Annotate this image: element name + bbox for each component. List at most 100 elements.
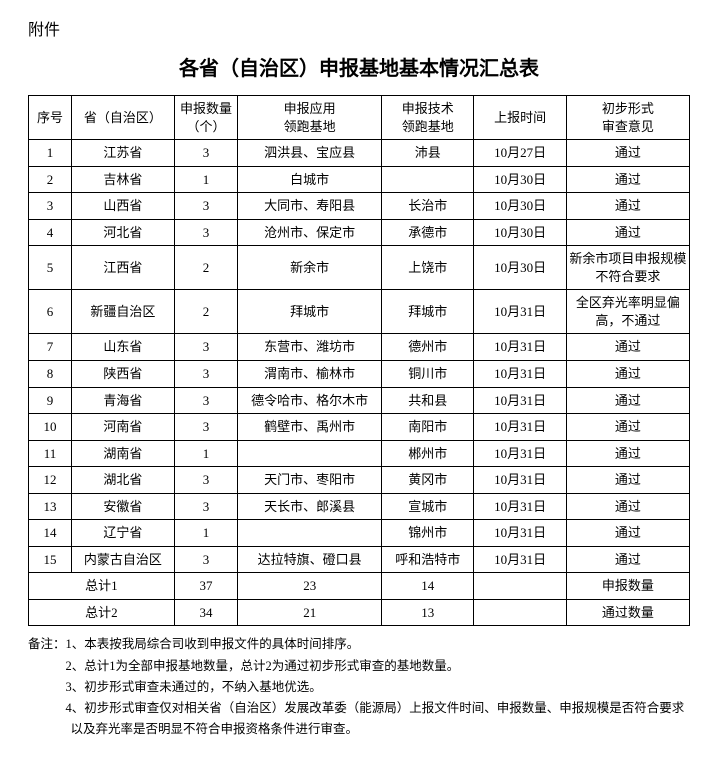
note-line: 4、初步形式审查仅对相关省（自治区）发展改革委（能源局）上报文件时间、申报数量、… [28,698,690,741]
note-line: 备注：1、本表按我局综合司收到申报文件的具体时间排序。 [28,634,690,655]
cell-app_base: 沧州市、保定市 [238,219,382,246]
cell-report_time: 10月31日 [474,520,566,547]
total-review: 通过数量 [566,599,689,626]
cell-report_time: 10月30日 [474,193,566,220]
cell-tech_base: 沛县 [382,140,474,167]
total-tech_base: 13 [382,599,474,626]
cell-report_time: 10月31日 [474,414,566,441]
cell-count: 2 [174,246,238,290]
cell-review: 通过 [566,493,689,520]
cell-app_base: 天门市、枣阳市 [238,467,382,494]
cell-app_base [238,520,382,547]
cell-app_base: 拜城市 [238,290,382,334]
cell-tech_base: 郴州市 [382,440,474,467]
table-row: 3山西省3大同市、寿阳县长治市10月30日通过 [29,193,690,220]
cell-review: 通过 [566,387,689,414]
cell-report_time: 10月31日 [474,440,566,467]
table-row: 12湖北省3天门市、枣阳市黄冈市10月31日通过 [29,467,690,494]
total-report_time [474,599,566,626]
cell-count: 1 [174,166,238,193]
total-app_base: 23 [238,573,382,600]
summary-table: 序号 省（自治区） 申报数量（个） 申报应用领跑基地 申报技术领跑基地 上报时间… [28,95,690,626]
cell-seq: 11 [29,440,72,467]
cell-report_time: 10月30日 [474,246,566,290]
cell-province: 河北省 [72,219,175,246]
cell-tech_base: 拜城市 [382,290,474,334]
cell-tech_base: 宣城市 [382,493,474,520]
cell-review: 通过 [566,414,689,441]
cell-app_base: 天长市、郎溪县 [238,493,382,520]
cell-app_base: 白城市 [238,166,382,193]
cell-app_base: 泗洪县、宝应县 [238,140,382,167]
cell-review: 通过 [566,520,689,547]
total-tech_base: 14 [382,573,474,600]
cell-review: 通过 [566,361,689,388]
cell-review: 通过 [566,546,689,573]
cell-tech_base: 德州市 [382,334,474,361]
header-seq: 序号 [29,96,72,140]
cell-count: 3 [174,414,238,441]
cell-review: 通过 [566,193,689,220]
header-count: 申报数量（个） [174,96,238,140]
cell-app_base: 大同市、寿阳县 [238,193,382,220]
cell-app_base: 德令哈市、格尔木市 [238,387,382,414]
table-row: 15内蒙古自治区3达拉特旗、磴口县呼和浩特市10月31日通过 [29,546,690,573]
table-row: 7山东省3东营市、潍坊市德州市10月31日通过 [29,334,690,361]
cell-tech_base: 呼和浩特市 [382,546,474,573]
cell-tech_base: 上饶市 [382,246,474,290]
cell-app_base [238,440,382,467]
total-row: 总计2342113通过数量 [29,599,690,626]
cell-report_time: 10月30日 [474,166,566,193]
cell-review: 通过 [566,334,689,361]
cell-report_time: 10月31日 [474,493,566,520]
cell-tech_base: 黄冈市 [382,467,474,494]
cell-seq: 13 [29,493,72,520]
cell-province: 江西省 [72,246,175,290]
cell-province: 江苏省 [72,140,175,167]
table-row: 2吉林省1白城市10月30日通过 [29,166,690,193]
table-row: 10河南省3鹤壁市、禹州市南阳市10月31日通过 [29,414,690,441]
cell-app_base: 东营市、潍坊市 [238,334,382,361]
total-app_base: 21 [238,599,382,626]
cell-count: 3 [174,361,238,388]
cell-tech_base: 锦州市 [382,520,474,547]
header-province: 省（自治区） [72,96,175,140]
total-row: 总计1372314申报数量 [29,573,690,600]
cell-tech_base: 承德市 [382,219,474,246]
cell-count: 3 [174,334,238,361]
cell-app_base: 鹤壁市、禹州市 [238,414,382,441]
cell-count: 3 [174,193,238,220]
cell-seq: 9 [29,387,72,414]
cell-count: 3 [174,546,238,573]
cell-seq: 7 [29,334,72,361]
header-app-base: 申报应用领跑基地 [238,96,382,140]
cell-count: 1 [174,520,238,547]
cell-province: 湖北省 [72,467,175,494]
cell-count: 3 [174,467,238,494]
cell-report_time: 10月31日 [474,290,566,334]
cell-review: 通过 [566,467,689,494]
cell-report_time: 10月31日 [474,467,566,494]
cell-count: 1 [174,440,238,467]
cell-count: 3 [174,493,238,520]
cell-province: 青海省 [72,387,175,414]
cell-province: 河南省 [72,414,175,441]
cell-report_time: 10月31日 [474,546,566,573]
note-line: 2、总计1为全部申报基地数量，总计2为通过初步形式审查的基地数量。 [28,656,690,677]
total-count: 37 [174,573,238,600]
cell-review: 通过 [566,140,689,167]
cell-review: 新余市项目申报规模不符合要求 [566,246,689,290]
cell-review: 通过 [566,166,689,193]
cell-seq: 10 [29,414,72,441]
cell-tech_base: 铜川市 [382,361,474,388]
table-row: 5江西省2新余市上饶市10月30日新余市项目申报规模不符合要求 [29,246,690,290]
cell-report_time: 10月31日 [474,361,566,388]
cell-tech_base: 长治市 [382,193,474,220]
notes-block: 备注：1、本表按我局综合司收到申报文件的具体时间排序。 2、总计1为全部申报基地… [28,634,690,740]
table-row: 9青海省3德令哈市、格尔木市共和县10月31日通过 [29,387,690,414]
cell-count: 3 [174,387,238,414]
header-review: 初步形式审查意见 [566,96,689,140]
total-count: 34 [174,599,238,626]
cell-review: 全区弃光率明显偏高，不通过 [566,290,689,334]
cell-province: 湖南省 [72,440,175,467]
